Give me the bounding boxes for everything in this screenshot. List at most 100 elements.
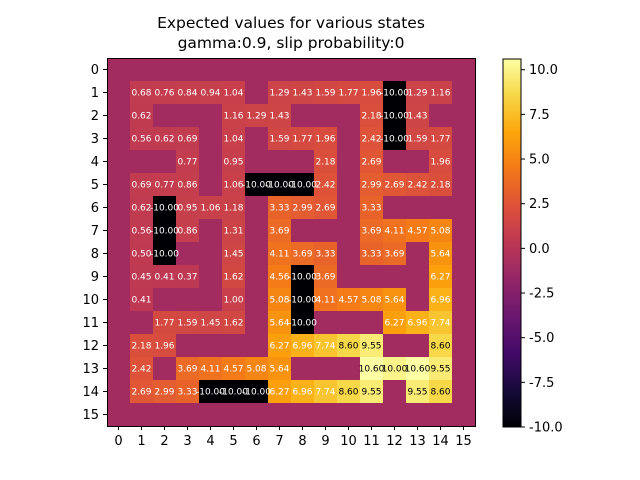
cell-value-label: 2.18: [361, 112, 381, 122]
heatmap-cell: [176, 334, 200, 358]
heatmap-cell: [222, 104, 246, 128]
heatmap-cell: [176, 311, 200, 335]
heatmap-cell: [383, 311, 407, 335]
heatmap-cell: [107, 265, 131, 289]
y-tick-label: 9: [91, 270, 99, 285]
cell-value-label: 1.31: [223, 227, 243, 237]
heatmap-cell: [130, 219, 154, 243]
cell-value-label: 3.69: [315, 273, 335, 283]
cell-value-label: -10.00: [288, 273, 317, 283]
heatmap-cell: [199, 219, 223, 243]
heatmap-cell: [383, 150, 407, 174]
colorbar-frame: [502, 58, 522, 428]
heatmap-cell: [222, 127, 246, 151]
heatmap-cell: [452, 196, 476, 220]
cell-value-label: 2.42: [315, 181, 335, 191]
x-tick-label: 5: [229, 434, 237, 449]
cell-value-label: 0.62: [131, 112, 151, 122]
cell-value-label: 0.77: [154, 181, 174, 191]
colorbar-tick-label: 7.5: [529, 108, 550, 123]
heatmap-cell: [406, 150, 430, 174]
cell-value-label: 1.06: [223, 181, 243, 191]
heatmap-cell: [406, 173, 430, 197]
cell-value-label: 1.06: [200, 204, 220, 214]
heatmap-cell: [153, 150, 177, 174]
cell-value-label: 0.84: [177, 89, 197, 99]
cell-value-label: 1.59: [315, 89, 335, 99]
heatmap-cell: [337, 265, 361, 289]
heatmap-cell: [176, 265, 200, 289]
heatmap-cell: [245, 288, 269, 312]
heatmap-cell: [452, 81, 476, 105]
heatmap-cell: [406, 403, 430, 427]
heatmap-cell: [452, 357, 476, 381]
heatmap-cell: [199, 311, 223, 335]
cell-value-label: 0.41: [154, 273, 174, 283]
heatmap-cell: [130, 127, 154, 151]
heatmap-cell: [176, 81, 200, 105]
heatmap-cell: [176, 127, 200, 151]
cell-value-label: 3.33: [361, 204, 381, 214]
cell-value-label: 6.96: [430, 296, 450, 306]
heatmap-cell: [153, 81, 177, 105]
cell-value-label: 3.33: [269, 204, 289, 214]
heatmap-cell: [291, 242, 315, 266]
y-tick-label: 5: [91, 178, 99, 193]
heatmap-cell: [314, 357, 338, 381]
heatmap-cell: [452, 403, 476, 427]
heatmap-cell: [337, 150, 361, 174]
cell-value-label: 1.96: [315, 135, 335, 145]
heatmap-cell: [383, 58, 407, 82]
heatmap-cell: [429, 127, 453, 151]
heatmap-cell: [245, 58, 269, 82]
heatmap-cell: [406, 288, 430, 312]
heatmap-cell: [130, 288, 154, 312]
heatmap-cell: [130, 242, 154, 266]
heatmap-cell: [360, 127, 384, 151]
heatmap-cell: [337, 81, 361, 105]
cell-value-label: 5.64: [430, 250, 450, 260]
cell-value-label: 2.18: [131, 342, 151, 352]
heatmap-cell: [406, 196, 430, 220]
heatmap-cell: [245, 334, 269, 358]
x-tick-label: 4: [206, 434, 214, 449]
heatmap-cell: [429, 81, 453, 105]
cell-value-label: 1.45: [223, 250, 243, 260]
y-tick-label: 6: [91, 201, 99, 216]
heatmap-cell: [268, 150, 292, 174]
cell-value-label: 4.57: [407, 227, 427, 237]
heatmap-cell: [245, 380, 269, 404]
cell-value-label: 7.74: [315, 342, 335, 352]
y-tick-label: 4: [91, 155, 99, 170]
cell-value-label: 0.56: [131, 135, 151, 145]
heatmap-cell: [360, 219, 384, 243]
cell-value-label: 3.69: [292, 250, 312, 260]
cell-value-label: 0.45: [131, 273, 151, 283]
cell-value-label: 7.74: [315, 388, 335, 398]
heatmap-cell: [360, 380, 384, 404]
heatmap-cell: [337, 58, 361, 82]
cell-value-label: -10.00: [380, 112, 409, 122]
heatmap-cell: [176, 173, 200, 197]
heatmap-cell: [383, 173, 407, 197]
cell-value-label: -10.00: [265, 181, 294, 191]
heatmap-cell: [337, 357, 361, 381]
cell-value-label: 4.57: [338, 296, 358, 306]
heatmap-cell: [268, 104, 292, 128]
heatmap-cell: [130, 265, 154, 289]
heatmap-cell: [130, 150, 154, 174]
heatmap-cell: [268, 288, 292, 312]
heatmap-cell: [176, 403, 200, 427]
heatmap-cell: [268, 380, 292, 404]
heatmap-cell: [406, 219, 430, 243]
heatmap-cell: [153, 288, 177, 312]
heatmap-cell: [222, 334, 246, 358]
cell-value-label: 4.11: [384, 227, 404, 237]
x-tick-label: 0: [114, 434, 122, 449]
heatmap-cell: [222, 288, 246, 312]
heatmap-cell: [452, 173, 476, 197]
heatmap-cell: [199, 334, 223, 358]
heatmap-cell: [383, 127, 407, 151]
heatmap-cell: [337, 403, 361, 427]
cell-value-label: 1.18: [223, 204, 243, 214]
